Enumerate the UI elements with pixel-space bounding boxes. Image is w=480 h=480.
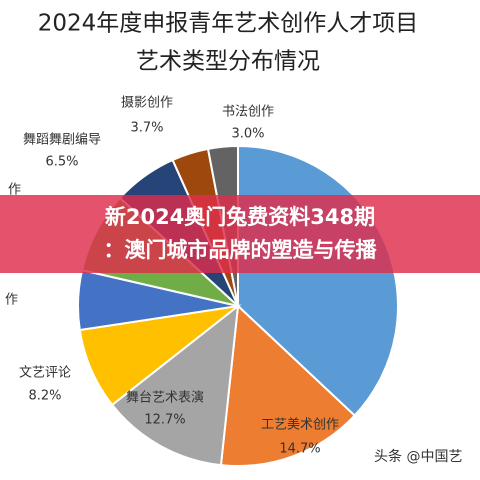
slice-label: 舞蹈舞剧编导 xyxy=(23,133,101,148)
value-label: 3.0% xyxy=(231,127,264,142)
value-label: 6.5% xyxy=(45,155,78,170)
chart-title: 2024年度申报青年艺术创作人才项目 xyxy=(38,11,419,37)
value-label: 12.7% xyxy=(144,413,185,428)
value-label: 8.2% xyxy=(28,389,61,404)
labels: 工艺美术创作14.7%舞台艺术表演12.7%文艺评论8.2%作作舞蹈舞剧编导6.… xyxy=(5,96,339,457)
slice-label: 工艺美术创作 xyxy=(261,418,339,433)
slice-label: 文艺评论 xyxy=(19,366,71,381)
watermark: 头条 @中国艺 xyxy=(374,448,462,465)
pie xyxy=(77,144,399,467)
banner-background xyxy=(0,195,480,273)
slice-label: 摄影创作 xyxy=(121,96,173,111)
slice-label: 舞台艺术表演 xyxy=(126,390,204,406)
pie-slice xyxy=(110,303,240,467)
pie-slice xyxy=(219,303,357,467)
slice-label: 作 xyxy=(8,183,21,198)
value-label: 14.7% xyxy=(279,442,320,457)
chart-title: 艺术类型分布情况 xyxy=(136,49,320,75)
banner-line: 新2024奥门兔费资料348期 xyxy=(105,205,375,229)
slice-label: 书法创作 xyxy=(222,105,274,120)
banner-line: ：澳门城市品牌的塑造与传播 xyxy=(104,238,378,262)
slice-label: 作 xyxy=(5,293,18,308)
value-label: 3.7% xyxy=(130,121,163,136)
